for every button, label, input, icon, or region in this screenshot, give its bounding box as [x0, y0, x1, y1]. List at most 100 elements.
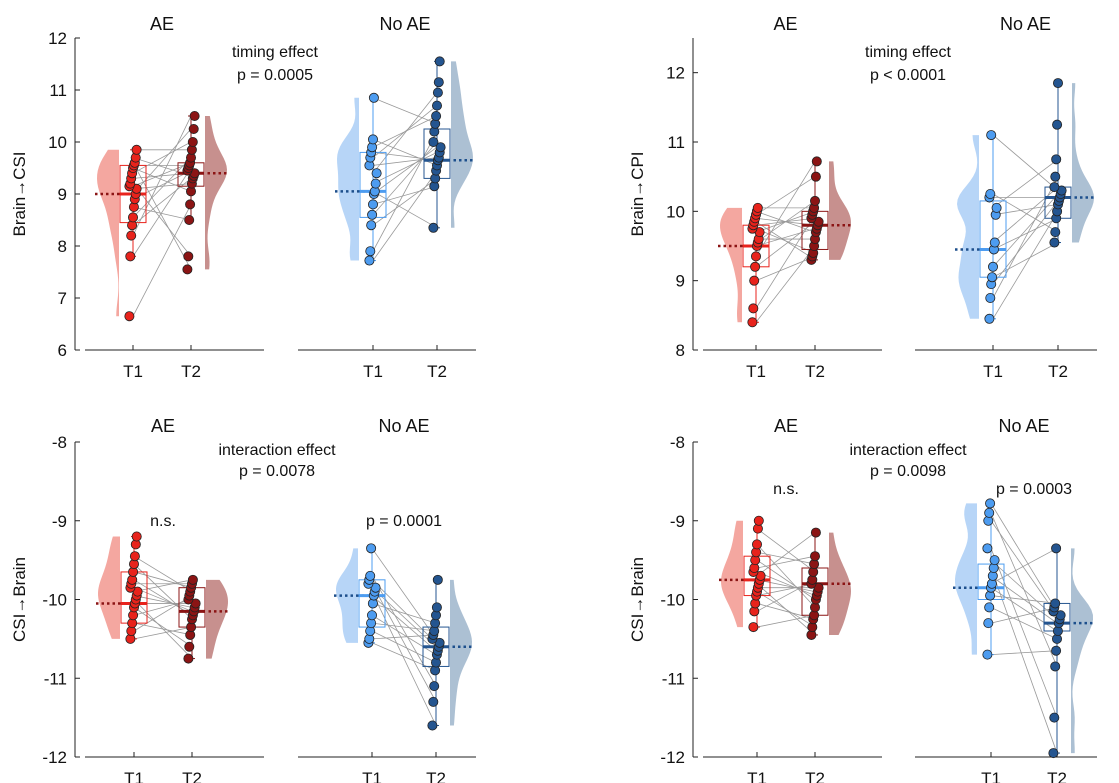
- y-tick-label: 11: [49, 81, 67, 100]
- pair-line: [133, 599, 193, 659]
- panel-brain-cpi: 8 9 10 11 12 Brain→CPI timing effect p < 0.0001…: [628, 14, 1097, 381]
- pair-line: [132, 141, 192, 174]
- y-tick-label: -12: [42, 748, 67, 767]
- data-point-t2: [1049, 237, 1060, 248]
- x-tick-label: T2: [182, 769, 202, 783]
- data-point-t2: [1049, 182, 1060, 193]
- x-tick-label: T1: [362, 769, 382, 783]
- y-tick-label: 10: [48, 133, 67, 152]
- data-point-t2: [1051, 154, 1062, 165]
- pair-line: [372, 146, 438, 195]
- violin-t1: [957, 135, 979, 319]
- data-point-t2: [184, 641, 195, 652]
- effect-label: interaction effect: [218, 442, 336, 459]
- data-point-t2: [434, 56, 445, 67]
- x-tick-label: T1: [363, 362, 383, 381]
- pair-line: [990, 520, 1058, 616]
- stat-label: n.s.: [773, 481, 799, 498]
- data-point-t1: [988, 261, 999, 272]
- effect-label: timing effect: [865, 44, 952, 61]
- data-point-t1: [982, 649, 993, 660]
- stat-label: n.s.: [150, 513, 176, 530]
- y-tick-label: -9: [52, 512, 67, 531]
- pair-line: [756, 603, 816, 620]
- data-point-t1: [983, 618, 994, 629]
- x-tick-label: T2: [426, 769, 446, 783]
- y-tick-label: 8: [676, 341, 685, 360]
- pair-line: [372, 170, 438, 261]
- violin-t2: [451, 61, 473, 228]
- pair-line: [372, 185, 438, 205]
- pair-line: [756, 614, 816, 628]
- pair-line: [133, 595, 193, 608]
- y-tick-label: 9: [58, 185, 67, 204]
- pair-line: [755, 161, 816, 257]
- pair-line: [756, 579, 816, 593]
- data-point-t1: [986, 130, 997, 141]
- data-point-t1: [368, 92, 379, 103]
- pair-line: [756, 532, 816, 577]
- pair-line: [132, 157, 192, 218]
- data-point-t1: [749, 275, 760, 286]
- pair-line: [992, 159, 1059, 209]
- data-point-t2: [1050, 598, 1061, 609]
- y-tick-label: -10: [42, 591, 67, 610]
- pair-line: [990, 503, 1058, 612]
- data-point-t2: [1050, 171, 1061, 182]
- pair-line: [133, 579, 193, 593]
- pair-line: [372, 92, 438, 174]
- x-tick-label: T1: [983, 362, 1003, 381]
- violin-t2: [1071, 548, 1093, 754]
- panel-brain-csi: 6 7 8 9 10 11 12 Brain→CSI timing effect p = 0.00…: [10, 14, 476, 381]
- pair-line: [756, 559, 816, 600]
- data-point-t2: [1051, 543, 1062, 554]
- pair-line: [990, 650, 1058, 656]
- group-title: AE: [773, 14, 797, 34]
- y-tick-label: -8: [52, 433, 67, 452]
- data-point-t1: [748, 303, 759, 314]
- pair-line: [132, 204, 192, 317]
- data-point-t1: [984, 602, 995, 613]
- violin-t2: [829, 532, 851, 635]
- data-point-t1: [126, 230, 137, 241]
- x-tick-label: T2: [805, 362, 825, 381]
- data-point-t2: [183, 653, 194, 664]
- pair-line: [372, 152, 438, 184]
- group-title: No AE: [998, 416, 1049, 436]
- effect-p-value: p < 0.0001: [870, 67, 946, 84]
- data-point-t2: [189, 111, 200, 122]
- data-point-t2: [182, 264, 193, 275]
- data-point-t1: [985, 498, 996, 509]
- group-title: No AE: [1000, 14, 1051, 34]
- data-point-t1: [129, 551, 140, 562]
- pair-line: [756, 528, 816, 573]
- data-point-t1: [124, 311, 135, 322]
- effect-label: interaction effect: [849, 442, 967, 459]
- data-point-t1: [752, 202, 763, 213]
- pair-line: [132, 167, 192, 257]
- data-point-t2: [1053, 78, 1064, 89]
- data-point-t2: [811, 156, 822, 167]
- data-point-t1: [750, 261, 761, 272]
- data-point-t2: [1052, 119, 1063, 130]
- y-tick-label: 7: [58, 289, 67, 308]
- pair-line: [992, 193, 1059, 268]
- y-tick-label: -11: [662, 669, 685, 688]
- pair-line: [755, 214, 816, 309]
- x-tick-label: T2: [181, 362, 201, 381]
- y-tick-label: 11: [667, 133, 685, 152]
- stat-label: p = 0.0001: [366, 513, 442, 530]
- pair-line: [755, 210, 816, 233]
- data-point-t1: [748, 622, 759, 633]
- pair-line: [132, 162, 192, 270]
- pair-line: [755, 245, 816, 323]
- pair-line: [132, 167, 192, 192]
- data-point-t1: [366, 543, 377, 554]
- y-axis-label: Brain→CPI: [628, 151, 647, 236]
- pair-line: [371, 579, 437, 644]
- pair-line: [133, 555, 193, 592]
- pair-line: [133, 571, 193, 589]
- x-tick-label: T1: [123, 362, 143, 381]
- data-point-t1: [982, 543, 993, 554]
- pair-line: [990, 575, 1058, 624]
